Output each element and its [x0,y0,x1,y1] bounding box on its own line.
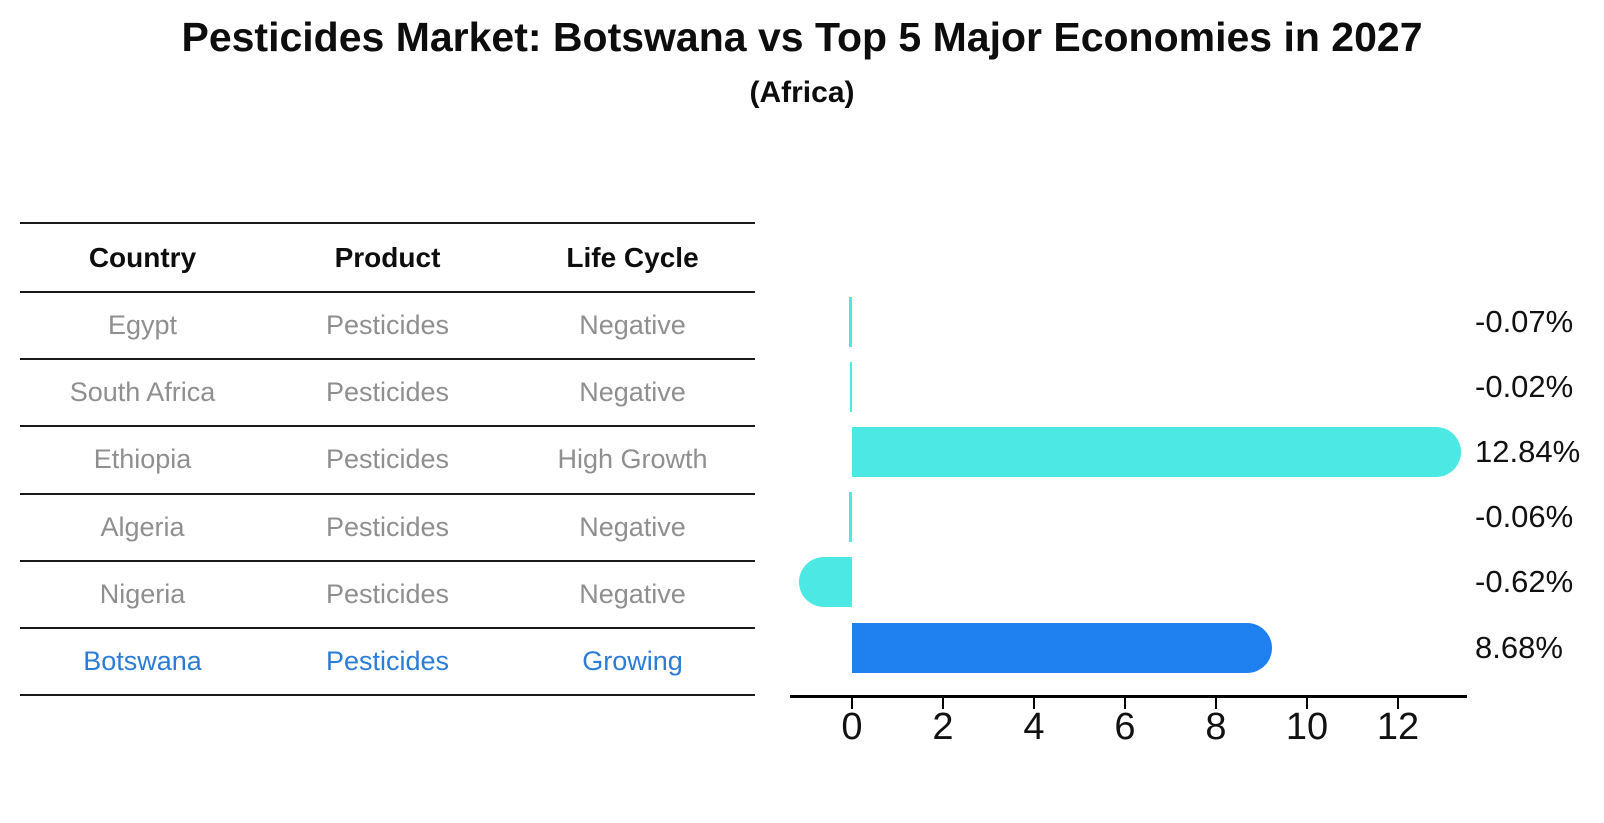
cell-lifecycle: Negative [579,310,686,341]
column-header-lifecycle: Life Cycle [566,241,699,273]
bar-ethiopia [852,427,1462,477]
cell-country: Algeria [100,511,185,542]
x-axis-tick [1396,697,1400,709]
x-axis-tick [1214,697,1218,709]
x-axis-tick-label: 12 [1376,706,1420,748]
value-label-botswana: 8.68% [1475,629,1563,665]
bar-botswana [852,622,1272,673]
x-axis-tick [1123,697,1127,709]
table-body: Egypt Pesticides Negative South Africa Pesti… [20,291,755,697]
bar-nigeria [798,557,852,608]
cell-product: Pesticides [325,646,450,677]
bar-algeria [849,492,852,543]
x-axis-line [790,695,1467,698]
x-axis-tick-label: 4 [1023,706,1045,748]
cell-product: Pesticides [325,578,450,609]
cell-lifecycle: Negative [579,578,686,609]
x-axis-tick-label: 10 [1285,706,1329,748]
x-axis-tick [1032,697,1036,709]
table-row-botswana: Botswana Pesticides Growing [20,626,755,697]
column-header-country: Country [88,241,197,273]
cell-country: Nigeria [99,578,186,609]
table-row-south-africa: South Africa Pesticides Negative [20,358,755,425]
value-label-egypt: -0.07% [1475,303,1574,339]
value-label-south-africa: -0.02% [1475,368,1574,404]
x-axis-tick-label: 0 [841,706,863,748]
cell-country: Egypt [107,310,178,341]
table-row-nigeria: Nigeria Pesticides Negative [20,559,755,627]
cell-country: South Africa [69,377,216,408]
table-header-row: Country Product Life Cycle [20,222,755,291]
table-row-algeria: Algeria Pesticides Negative [20,492,755,560]
cell-country: Botswana [83,646,202,677]
cell-lifecycle: Negative [579,511,686,542]
table-row-egypt: Egypt Pesticides Negative [20,291,755,358]
chart-title: Pesticides Market: Botswana vs Top 5 Maj… [181,14,1423,60]
cell-lifecycle: Growing [582,646,683,677]
x-axis-tick-label: 6 [1114,706,1136,748]
x-axis-tick [941,697,945,709]
chart-subtitle: (Africa) [749,76,855,109]
country-table: Country Product Life Cycle Egypt Pesticid… [20,222,755,697]
bar-egypt [848,296,852,347]
x-axis-tick-label: 8 [1205,706,1227,748]
value-label-nigeria: -0.62% [1475,564,1574,600]
bar-south-africa [850,361,852,412]
table-row-ethiopia: Ethiopia Pesticides High Growth [20,425,755,492]
cell-lifecycle: High Growth [557,444,708,475]
cell-product: Pesticides [325,377,450,408]
value-label-algeria: -0.06% [1475,499,1574,535]
x-axis-tick [850,697,854,709]
x-axis-tick-label: 2 [932,706,954,748]
cell-product: Pesticides [325,511,450,542]
column-header-product: Product [334,241,441,273]
cell-product: Pesticides [325,444,450,475]
cell-lifecycle: Negative [579,377,686,408]
x-axis-tick [1305,697,1309,709]
cell-product: Pesticides [325,310,450,341]
value-label-ethiopia: 12.84% [1475,434,1581,469]
cell-country: Ethiopia [93,444,192,475]
